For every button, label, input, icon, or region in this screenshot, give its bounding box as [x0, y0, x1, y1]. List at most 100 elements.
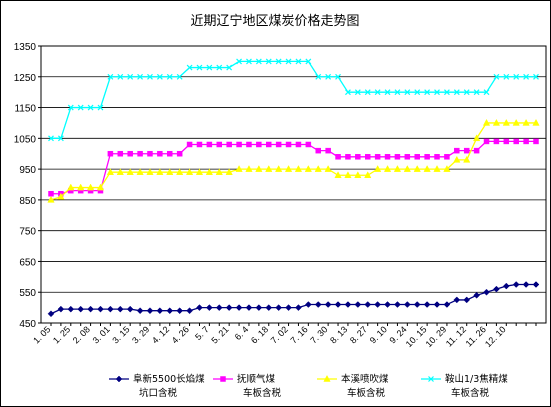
- data-point: [345, 89, 351, 96]
- data-point: [423, 301, 431, 308]
- data-point: [285, 141, 292, 148]
- legend-label: 车板含税: [347, 387, 386, 399]
- data-point: [57, 135, 64, 142]
- data-point: [146, 307, 154, 315]
- data-point: [67, 183, 75, 191]
- data-point: [137, 73, 144, 80]
- data-point: [185, 168, 194, 175]
- data-point: [354, 301, 362, 308]
- x-tick-label: 12. 10: [483, 324, 508, 349]
- legend-label: 坑口含税: [139, 387, 178, 399]
- x-tick-label: 6. 18: [249, 324, 270, 345]
- data-point: [463, 296, 471, 304]
- series-2: [48, 138, 539, 197]
- data-point: [57, 192, 65, 200]
- data-point-stroke: [483, 89, 490, 96]
- x-tick-label: 4. 12: [150, 324, 171, 345]
- data-point: [383, 165, 392, 172]
- x-tick-label: 1. 25: [51, 324, 72, 345]
- data-point: [97, 104, 104, 111]
- data-point: [344, 301, 352, 308]
- data-point: [147, 150, 153, 157]
- data-point: [156, 307, 164, 315]
- data-point: [196, 64, 203, 71]
- data-point: [334, 301, 342, 308]
- data-point-stroke: [117, 73, 124, 80]
- data-point: [384, 301, 391, 308]
- y-tick-label: 750: [19, 227, 36, 238]
- data-point-stroke: [137, 73, 144, 80]
- x-tick-label: 6. 4: [233, 324, 251, 342]
- data-point-stroke: [335, 73, 341, 80]
- x-tick-label: 4. 26: [170, 324, 191, 345]
- data-point: [304, 301, 312, 308]
- data-point: [493, 138, 500, 145]
- data-point: [57, 305, 65, 313]
- data-point: [136, 168, 144, 175]
- data-point-stroke: [226, 64, 233, 71]
- legend-label: 车板含税: [243, 387, 282, 399]
- data-point-stroke: [428, 376, 434, 382]
- data-point: [196, 304, 203, 311]
- y-tick-label: 1050: [14, 134, 37, 145]
- data-point: [393, 165, 402, 172]
- data-point: [236, 58, 242, 65]
- data-point: [216, 64, 223, 71]
- data-point: [275, 141, 282, 148]
- data-point: [384, 154, 391, 160]
- data-point-stroke: [166, 73, 173, 80]
- data-point: [195, 168, 204, 175]
- data-point-stroke: [216, 64, 223, 71]
- x-tick-label: 2. 08: [71, 324, 92, 345]
- data-point-stroke: [305, 58, 312, 65]
- data-point: [255, 165, 263, 172]
- data-point: [325, 73, 332, 80]
- x-tick-label: 11. 26: [464, 324, 488, 348]
- data-point: [463, 89, 470, 96]
- data-point: [324, 301, 332, 308]
- data-point: [374, 165, 382, 172]
- data-point: [284, 165, 293, 172]
- data-point: [324, 165, 332, 172]
- data-point: [335, 73, 341, 80]
- data-point: [374, 89, 381, 96]
- data-point: [86, 183, 95, 191]
- data-point-stroke: [354, 89, 361, 96]
- data-point: [226, 141, 232, 148]
- data-point: [295, 58, 302, 65]
- data-point: [394, 301, 401, 308]
- data-point: [67, 305, 75, 313]
- data-point: [493, 285, 500, 293]
- data-point-stroke: [57, 135, 64, 142]
- x-tick-label: 7. 16: [289, 324, 310, 345]
- data-point: [226, 64, 233, 71]
- data-point: [453, 89, 460, 96]
- data-point: [176, 150, 183, 157]
- data-point: [503, 73, 510, 80]
- data-point: [47, 310, 55, 318]
- data-point: [77, 104, 84, 111]
- data-point-stroke: [404, 89, 411, 96]
- data-point: [344, 171, 352, 179]
- data-point: [523, 138, 529, 145]
- data-point: [67, 104, 74, 111]
- x-tick-label: 8. 27: [348, 324, 369, 345]
- legend-label: 本溪喷吹煤: [341, 373, 389, 385]
- data-point: [374, 154, 381, 160]
- data-point: [245, 304, 253, 311]
- data-point: [216, 141, 223, 148]
- data-point: [106, 168, 115, 175]
- data-point: [443, 165, 451, 172]
- data-point: [413, 165, 421, 172]
- data-point: [157, 150, 163, 157]
- data-point: [295, 141, 302, 148]
- data-point: [265, 304, 273, 311]
- data-point: [206, 141, 213, 148]
- data-point: [215, 168, 223, 175]
- data-point: [444, 154, 450, 160]
- data-point: [107, 150, 114, 157]
- chart-title: 近期辽宁地区煤炭价格走势图: [190, 13, 359, 29]
